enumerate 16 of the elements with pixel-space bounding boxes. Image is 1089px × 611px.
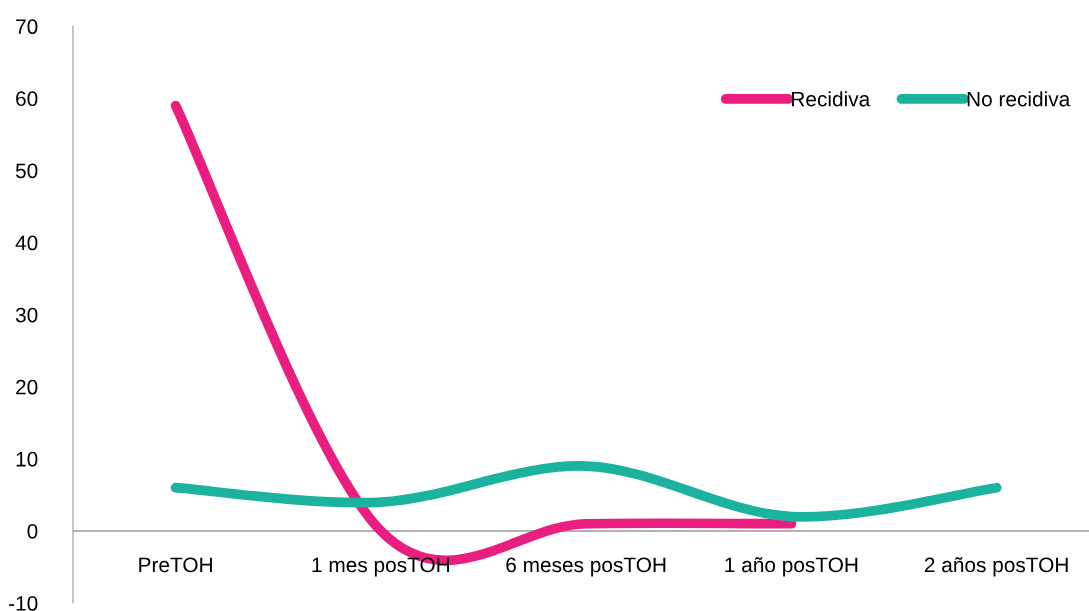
x-tick-label: 1 año posTOH <box>725 557 858 577</box>
y-tick-label: 0 <box>27 523 38 539</box>
y-tick-label: 20 <box>16 379 38 395</box>
x-tick-label: 6 meses posTOH <box>506 557 666 577</box>
x-tick-label: 2 años posTOH <box>924 557 1068 577</box>
legend-label: Recidiva <box>792 91 871 107</box>
y-tick-label: 10 <box>16 451 38 467</box>
legend-label: No recidiva <box>967 91 1071 107</box>
y-tick-label: 50 <box>15 163 38 179</box>
y-tick-label: 40 <box>15 235 38 251</box>
x-tick-label: PreTOH <box>139 557 212 573</box>
x-tick-label: 1 mes posTOH <box>312 557 450 577</box>
y-tick-label: 30 <box>15 307 38 323</box>
y-tick-label: 70 <box>16 19 38 35</box>
y-tick-label: 60 <box>16 91 38 107</box>
y-tick-label: -10 <box>9 596 38 611</box>
